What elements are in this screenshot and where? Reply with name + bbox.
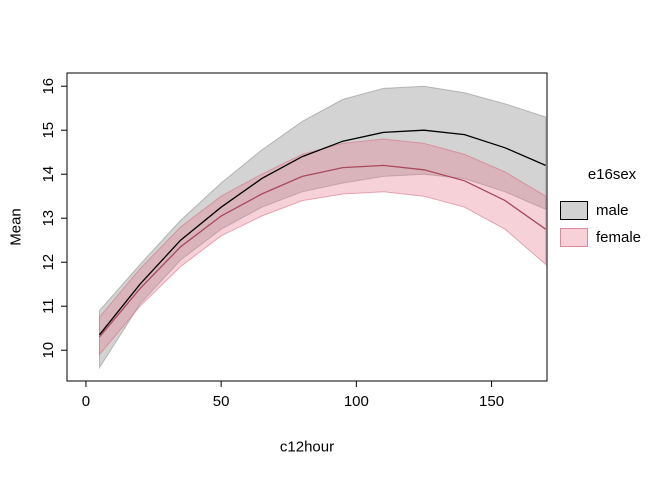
plot-box <box>66 72 548 382</box>
y-tick-label: 12 <box>40 254 57 271</box>
legend-title: e16sex <box>587 166 637 183</box>
y-tick-label: 13 <box>40 210 57 227</box>
x-axis-title: c12hour <box>279 438 335 456</box>
y-tick-label: 14 <box>40 166 57 183</box>
female-confidence-band <box>98 138 547 356</box>
legend-label-male: male <box>596 202 629 219</box>
y-tick-label: 15 <box>40 122 57 139</box>
legend: e16sex male female <box>560 166 664 255</box>
x-tick-label: 150 <box>479 393 504 410</box>
y-axis-title: Mean <box>7 208 25 246</box>
male-mean-line <box>98 129 546 336</box>
legend-item-male: male <box>560 201 664 220</box>
female-mean-line <box>98 164 547 338</box>
male-band-swatch <box>560 201 588 220</box>
x-tick-label: 100 <box>344 393 369 410</box>
legend-label-female: female <box>596 229 642 246</box>
y-tick-label: 10 <box>40 342 57 359</box>
x-tick-label: 0 <box>82 393 90 410</box>
male-confidence-band <box>98 85 547 370</box>
x-tick-label: 50 <box>213 393 230 410</box>
y-tick-label: 11 <box>40 298 57 314</box>
y-tick-label: 16 <box>40 78 57 95</box>
legend-item-female: female <box>560 228 664 247</box>
female-band-swatch <box>560 228 588 247</box>
